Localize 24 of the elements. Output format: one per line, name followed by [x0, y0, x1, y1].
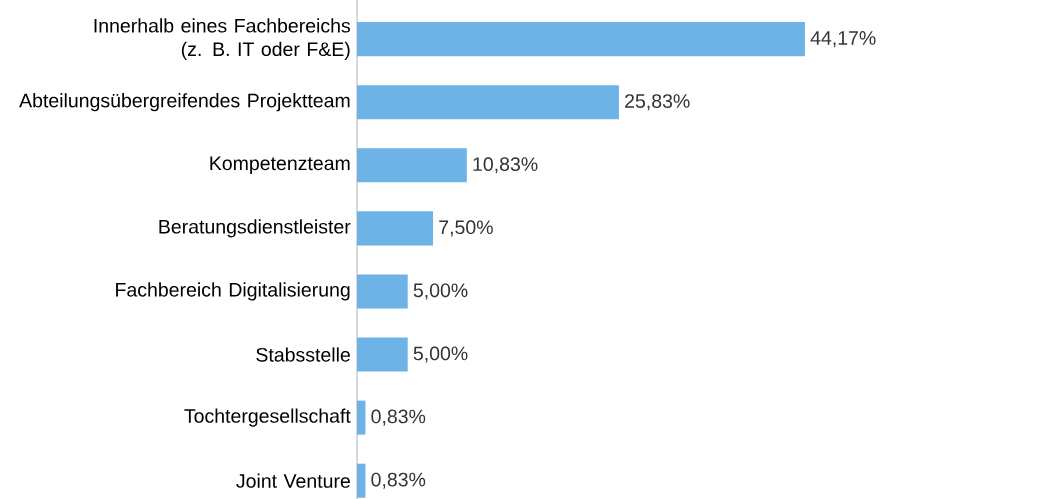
- data-label: 0,83%: [371, 409, 426, 426]
- data-label: 0,83%: [371, 472, 426, 489]
- bar: [357, 22, 805, 57]
- bar: [357, 400, 366, 435]
- y-tick-label: Abteilungsübergreifendes Projektteam: [19, 93, 350, 112]
- y-tick-label: Beratungsdienstleister: [159, 219, 351, 238]
- data-label: 5,00%: [413, 283, 468, 300]
- data-label: 25,83%: [625, 94, 690, 111]
- y-tick-label: Joint Venture: [236, 473, 350, 488]
- y-tick-label: Kompetenzteam: [210, 156, 350, 175]
- bar: [357, 463, 366, 498]
- bar: [357, 148, 467, 183]
- y-tick-label: Stabsstelle: [256, 347, 350, 362]
- bar: [357, 85, 619, 120]
- bar: [357, 211, 434, 246]
- y-tick-label: Fachbereich Digitalisierung: [116, 282, 350, 301]
- y-tick-label: Innerhalb eines Fachbereichs (z. B. IT oder F&E): [94, 18, 351, 60]
- bar: [357, 337, 408, 372]
- bar: [357, 274, 408, 309]
- data-label: 7,50%: [439, 220, 493, 237]
- data-label: 44,17%: [810, 31, 876, 48]
- y-tick-label: Tochtergesellschaft: [184, 408, 351, 427]
- data-label: 10,83%: [473, 157, 538, 174]
- data-label: 5,00%: [413, 346, 468, 363]
